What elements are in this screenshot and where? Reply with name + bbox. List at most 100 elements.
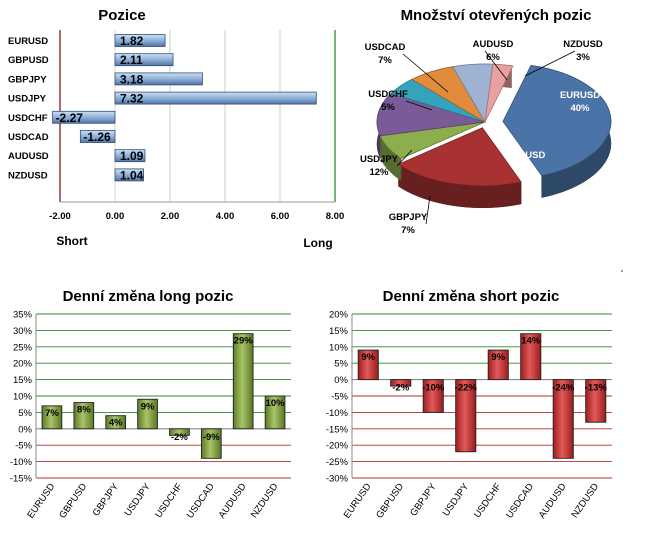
y-tick-label: -5% — [15, 441, 32, 452]
pie-category-label: USDJPY — [360, 154, 399, 165]
bar-gbpjpy — [422, 379, 444, 413]
bar-audusd — [232, 333, 254, 430]
pie-value-label: 3% — [576, 52, 590, 63]
pie-leader-line — [396, 149, 413, 167]
pie-value-label: 20% — [515, 163, 535, 174]
position-category-label: USDJPY — [8, 94, 47, 105]
pie-value-label: 6% — [486, 52, 500, 63]
bar-value-label: -2% — [392, 383, 409, 394]
bar-usdcad — [520, 333, 542, 381]
position-value-label: 1.04 — [120, 168, 144, 182]
pie-leader-line — [425, 195, 431, 225]
bar-value-label: -2% — [171, 432, 188, 443]
category-label: USDCHF — [153, 481, 185, 520]
stray-dot — [621, 270, 623, 272]
pie-value-label: 12% — [369, 167, 389, 178]
y-tick-label: 15% — [329, 326, 349, 337]
position-category-label: USDCHF — [8, 113, 48, 124]
y-tick-label: 0% — [334, 375, 348, 386]
pie-category-label: USDCHF — [368, 89, 408, 100]
positions-chart-title: Pozice — [98, 7, 146, 24]
y-tick-label: 30% — [13, 326, 33, 337]
positions-x-tick-label: 4.00 — [216, 211, 235, 222]
pie-leader-line — [405, 100, 433, 111]
position-value-label: -1.26 — [83, 130, 111, 144]
bar-nzdusd — [264, 395, 286, 430]
pie-category-label: USDCAD — [365, 42, 406, 53]
bar-gbpjpy — [105, 415, 127, 430]
bar-value-label: 10% — [266, 398, 286, 409]
y-tick-label: -25% — [326, 457, 349, 468]
pie-slice-gbpusd — [397, 127, 522, 187]
y-tick-label: 10% — [329, 342, 349, 353]
position-bar-usdchf — [52, 110, 116, 124]
position-value-label: 3.18 — [120, 72, 144, 86]
position-value-label: 7.32 — [120, 92, 144, 106]
bar-value-label: -10% — [422, 383, 445, 394]
pie-slice-usdjpy — [376, 93, 486, 137]
y-tick-label: -5% — [331, 392, 348, 403]
bar-audusd — [552, 379, 574, 459]
bar-usdchf — [487, 349, 509, 381]
bar-value-label: 29% — [234, 336, 254, 347]
category-label: GBPJPY — [408, 481, 439, 519]
position-bar-usdjpy — [114, 91, 317, 105]
position-bar-audusd — [114, 149, 146, 163]
y-tick-label: 15% — [13, 375, 33, 386]
pie-leader-line — [524, 50, 576, 77]
y-tick-label: -15% — [326, 424, 349, 435]
category-label: NZDUSD — [249, 481, 281, 520]
bar-gbpusd — [73, 402, 95, 430]
bar-gbpusd — [390, 379, 412, 387]
y-tick-label: -30% — [326, 474, 349, 485]
position-category-label: AUDUSD — [8, 151, 49, 162]
category-label: USDCHF — [472, 481, 504, 520]
y-tick-label: -10% — [10, 457, 33, 468]
positions-x-tick-label: 8.00 — [326, 211, 345, 222]
bar-value-label: 9% — [491, 352, 505, 363]
pie-value-label: 5% — [381, 102, 395, 113]
category-label: NZDUSD — [569, 481, 601, 520]
pie-leader-line — [402, 53, 449, 93]
bar-usdjpy — [137, 398, 158, 430]
category-label: EURUSD — [25, 481, 57, 520]
category-label: GBPUSD — [374, 481, 406, 520]
category-label: EURUSD — [342, 481, 374, 520]
bar-nzdusd — [585, 379, 607, 423]
bar-value-label: -24% — [552, 383, 575, 394]
category-label: GBPJPY — [91, 481, 122, 519]
bar-usdcad — [200, 428, 222, 459]
category-label: AUDUSD — [537, 481, 569, 520]
y-tick-label: -20% — [326, 441, 349, 452]
category-label: USDCAD — [504, 481, 536, 520]
category-label: USDJPY — [441, 481, 472, 519]
position-category-label: GBPUSD — [8, 55, 49, 66]
bar-value-label: 7% — [45, 408, 59, 419]
bar-usdjpy — [455, 379, 477, 453]
bar-value-label: -22% — [455, 383, 478, 394]
positions-chart: Pozice EURUSD GBPUSD GBPJPY USDJPY USDCHF USD… — [8, 7, 344, 250]
bar-value-label: 8% — [77, 405, 91, 416]
position-value-label: 2.11 — [120, 53, 143, 67]
bar-eurusd — [41, 405, 63, 430]
pie-value-label: 7% — [378, 55, 392, 66]
position-category-label: USDCAD — [8, 132, 49, 143]
long-label: Long — [303, 236, 332, 250]
position-value-label: 1.09 — [120, 149, 144, 163]
position-value-label: 1.82 — [120, 34, 144, 48]
long-change-chart: Denní změna long pozic 7% 8% 4% 9% -2% -9% 29%… — [10, 288, 291, 521]
position-category-label: GBPJPY — [8, 74, 47, 85]
pie-slice-eurusd — [502, 64, 612, 177]
position-category-label: NZDUSD — [8, 170, 48, 181]
y-tick-label: -10% — [326, 408, 349, 419]
long-change-chart-title: Denní změna long pozic — [63, 288, 234, 305]
positions-x-tick-label: 6.00 — [271, 211, 290, 222]
pie-category-label: AUDUSD — [473, 39, 514, 50]
position-bar-eurusd — [114, 34, 166, 47]
y-tick-label: 35% — [13, 310, 33, 321]
bar-value-label: 9% — [361, 352, 375, 363]
category-label: USDJPY — [123, 481, 154, 519]
pie-category-label: NZDUSD — [563, 39, 603, 50]
pie-value-label: 40% — [570, 103, 590, 114]
